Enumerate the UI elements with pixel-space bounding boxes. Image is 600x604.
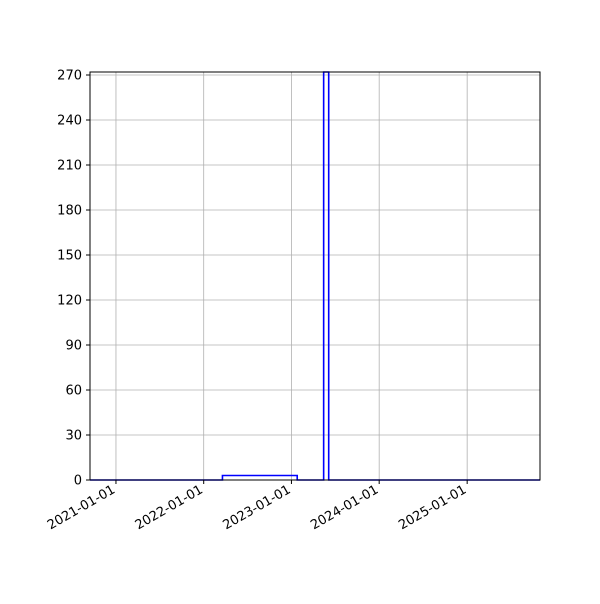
- y-tick-label-1: 30: [65, 429, 82, 444]
- series-line-0: [90, 71, 540, 481]
- series-layer: [90, 71, 540, 481]
- x-tick-label-1: 2022-01-01: [133, 482, 206, 533]
- x-tick-label-4: 2025-01-01: [396, 482, 469, 533]
- plot-frame: [89, 71, 541, 481]
- y-tick-label-2: 60: [65, 384, 82, 399]
- y-tick-label-4: 120: [57, 294, 82, 309]
- x-tick-label-0: 2021-01-01: [45, 482, 118, 533]
- grid: [90, 72, 540, 481]
- y-tick-label-5: 150: [57, 249, 82, 264]
- x-tick-label-2: 2023-01-01: [221, 482, 294, 533]
- axes: [89, 71, 541, 481]
- x-tick-label-3: 2024-01-01: [308, 482, 381, 533]
- ticks: 0 30 60 90 120 150 180 210 240 270 2021-01-01 2022-…: [45, 69, 469, 534]
- y-tick-label-0: 0: [74, 474, 82, 489]
- y-tick-label-3: 90: [65, 339, 82, 354]
- y-tick-label-6: 180: [57, 204, 82, 219]
- y-tick-label-9: 270: [57, 69, 82, 84]
- y-tick-label-8: 240: [57, 114, 82, 129]
- y-tick-label-7: 210: [57, 159, 82, 174]
